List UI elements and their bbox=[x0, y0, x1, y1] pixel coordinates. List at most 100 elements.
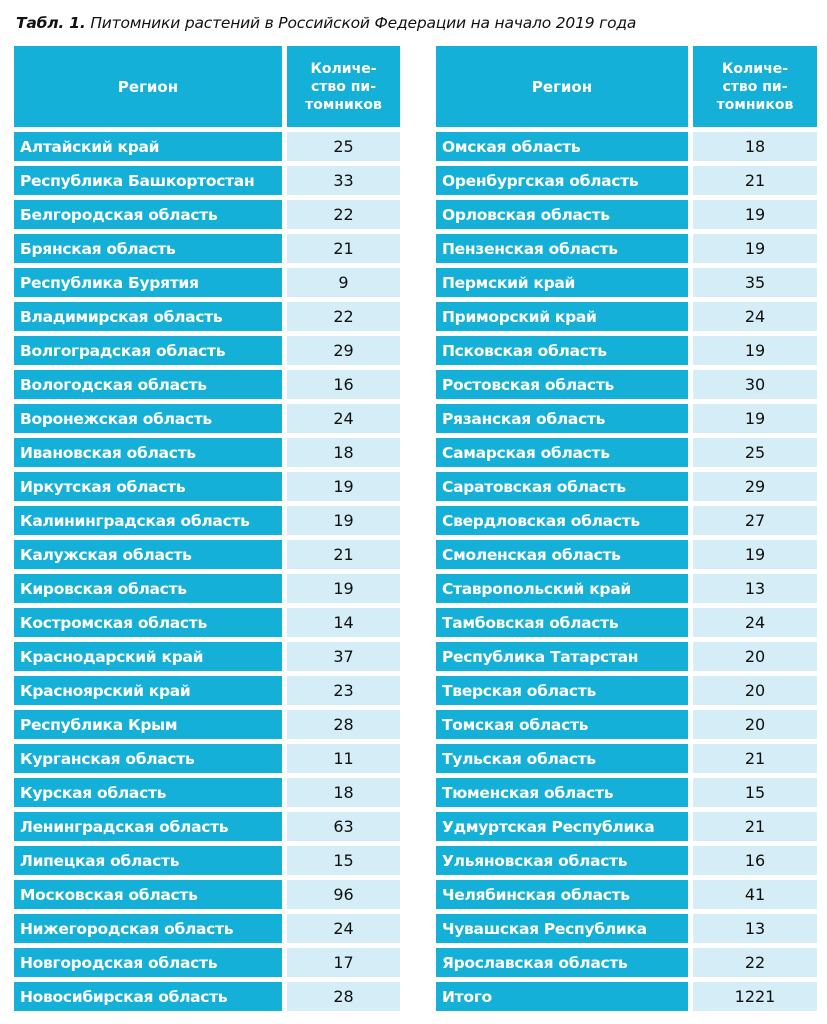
table-row: Курганская область 11 bbox=[14, 744, 400, 773]
region-name-cell: Смоленская область bbox=[436, 540, 688, 569]
table-row: Чувашская Республика 13 bbox=[436, 914, 817, 943]
region-name-cell: Орловская область bbox=[436, 200, 688, 229]
nursery-count-cell: 41 bbox=[693, 880, 817, 909]
nursery-count-cell: 22 bbox=[287, 302, 400, 331]
table-row: Вологодская область 16 bbox=[14, 370, 400, 399]
table-row: Курская область 18 bbox=[14, 778, 400, 807]
nursery-count-cell: 63 bbox=[287, 812, 400, 841]
region-name-cell: Свердловская область bbox=[436, 506, 688, 535]
region-name-cell: Пермский край bbox=[436, 268, 688, 297]
table-row: Нижегородская область 24 bbox=[14, 914, 400, 943]
nursery-count-cell: 19 bbox=[287, 574, 400, 603]
header-count-line: томников bbox=[716, 96, 794, 113]
nursery-count-cell: 13 bbox=[693, 574, 817, 603]
table-row: Удмуртская Республика 21 bbox=[436, 812, 817, 841]
nursery-count-cell: 18 bbox=[287, 778, 400, 807]
nursery-count-cell: 19 bbox=[693, 404, 817, 433]
nursery-count-cell: 19 bbox=[287, 472, 400, 501]
nursery-count-cell: 27 bbox=[693, 506, 817, 535]
nursery-count-cell: 11 bbox=[287, 744, 400, 773]
region-name-cell: Саратовская область bbox=[436, 472, 688, 501]
table-row: Калининградская область 19 bbox=[14, 506, 400, 535]
table-row: Ульяновская область 16 bbox=[436, 846, 817, 875]
table-row: Кировская область 19 bbox=[14, 574, 400, 603]
table-row: Новосибирская область 28 bbox=[14, 982, 400, 1011]
table-row: Новгородская область 17 bbox=[14, 948, 400, 977]
nursery-count-cell: 9 bbox=[287, 268, 400, 297]
region-name-cell: Ульяновская область bbox=[436, 846, 688, 875]
table-row: Иркутская область 19 bbox=[14, 472, 400, 501]
nursery-count-cell: 96 bbox=[287, 880, 400, 909]
table-body: Омская область 18 Оренбургская область 21 Ор… bbox=[436, 132, 817, 1016]
table-row: Итого 1221 bbox=[436, 982, 817, 1011]
table-row: Челябинская область 41 bbox=[436, 880, 817, 909]
header-count-line: томников bbox=[305, 96, 382, 113]
table-row: Тюменская область 15 bbox=[436, 778, 817, 807]
table-row: Рязанская область 19 bbox=[436, 404, 817, 433]
caption-label: Табл. 1. bbox=[16, 14, 86, 32]
caption-title: Питомники растений в Российской Федераци… bbox=[90, 14, 637, 32]
nursery-count-cell: 18 bbox=[287, 438, 400, 467]
region-name-cell: Владимирская область bbox=[14, 302, 282, 331]
nursery-count-cell: 21 bbox=[287, 234, 400, 263]
nursery-count-cell: 23 bbox=[287, 676, 400, 705]
table-row: Псковская область 19 bbox=[436, 336, 817, 365]
header-count: Количе- ство пи- томников bbox=[693, 46, 817, 127]
nursery-count-cell: 18 bbox=[693, 132, 817, 161]
region-name-cell: Калининградская область bbox=[14, 506, 282, 535]
region-name-cell: Тамбовская область bbox=[436, 608, 688, 637]
region-name-cell: Псковская область bbox=[436, 336, 688, 365]
header-region: Регион bbox=[14, 46, 282, 127]
header-count: Количе- ство пи- томников bbox=[287, 46, 400, 127]
region-name-cell: Вологодская область bbox=[14, 370, 282, 399]
nursery-count-cell: 19 bbox=[693, 200, 817, 229]
region-name-cell: Краснодарский край bbox=[14, 642, 282, 671]
nursery-count-cell: 33 bbox=[287, 166, 400, 195]
header-count-line: Количе- bbox=[310, 60, 377, 77]
table-row: Республика Башкортостан 33 bbox=[14, 166, 400, 195]
table-row: Орловская область 19 bbox=[436, 200, 817, 229]
region-name-cell: Костромская область bbox=[14, 608, 282, 637]
region-name-cell: Нижегородская область bbox=[14, 914, 282, 943]
table-row: Самарская область 25 bbox=[436, 438, 817, 467]
table-row: Саратовская область 29 bbox=[436, 472, 817, 501]
table-row: Республика Татарстан 20 bbox=[436, 642, 817, 671]
nursery-count-cell: 19 bbox=[693, 336, 817, 365]
header-count-line: Количе- bbox=[721, 60, 789, 77]
region-name-cell: Оренбургская область bbox=[436, 166, 688, 195]
table-row: Пензенская область 19 bbox=[436, 234, 817, 263]
region-name-cell: Воронежская область bbox=[14, 404, 282, 433]
table-row: Тульская область 21 bbox=[436, 744, 817, 773]
table-row: Пермский край 35 bbox=[436, 268, 817, 297]
nursery-count-cell: 24 bbox=[287, 914, 400, 943]
table-row: Тамбовская область 24 bbox=[436, 608, 817, 637]
table-row: Калужская область 21 bbox=[14, 540, 400, 569]
nursery-count-cell: 19 bbox=[693, 234, 817, 263]
nursery-count-cell: 28 bbox=[287, 982, 400, 1011]
region-name-cell: Алтайский край bbox=[14, 132, 282, 161]
table-row: Ленинградская область 63 bbox=[14, 812, 400, 841]
region-name-cell: Чувашская Республика bbox=[436, 914, 688, 943]
nursery-count-cell: 17 bbox=[287, 948, 400, 977]
table-row: Республика Крым 28 bbox=[14, 710, 400, 739]
region-name-cell: Брянская область bbox=[14, 234, 282, 263]
region-name-cell: Новосибирская область bbox=[14, 982, 282, 1011]
nursery-count-cell: 19 bbox=[287, 506, 400, 535]
nursery-count-cell: 30 bbox=[693, 370, 817, 399]
region-name-cell: Кировская область bbox=[14, 574, 282, 603]
region-name-cell: Итого bbox=[436, 982, 688, 1011]
table-row: Томская область 20 bbox=[436, 710, 817, 739]
table-row: Белгородская область 22 bbox=[14, 200, 400, 229]
nursery-count-cell: 16 bbox=[693, 846, 817, 875]
region-name-cell: Новгородская область bbox=[14, 948, 282, 977]
header-count-line: ство пи- bbox=[722, 78, 788, 95]
nursery-count-cell: 13 bbox=[693, 914, 817, 943]
region-name-cell: Омская область bbox=[436, 132, 688, 161]
region-name-cell: Удмуртская Республика bbox=[436, 812, 688, 841]
region-name-cell: Иркутская область bbox=[14, 472, 282, 501]
region-name-cell: Тюменская область bbox=[436, 778, 688, 807]
region-name-cell: Калужская область bbox=[14, 540, 282, 569]
table-right: Регион Количе- ство пи- томников Омская … bbox=[436, 46, 817, 1016]
region-name-cell: Ивановская область bbox=[14, 438, 282, 467]
region-name-cell: Ленинградская область bbox=[14, 812, 282, 841]
